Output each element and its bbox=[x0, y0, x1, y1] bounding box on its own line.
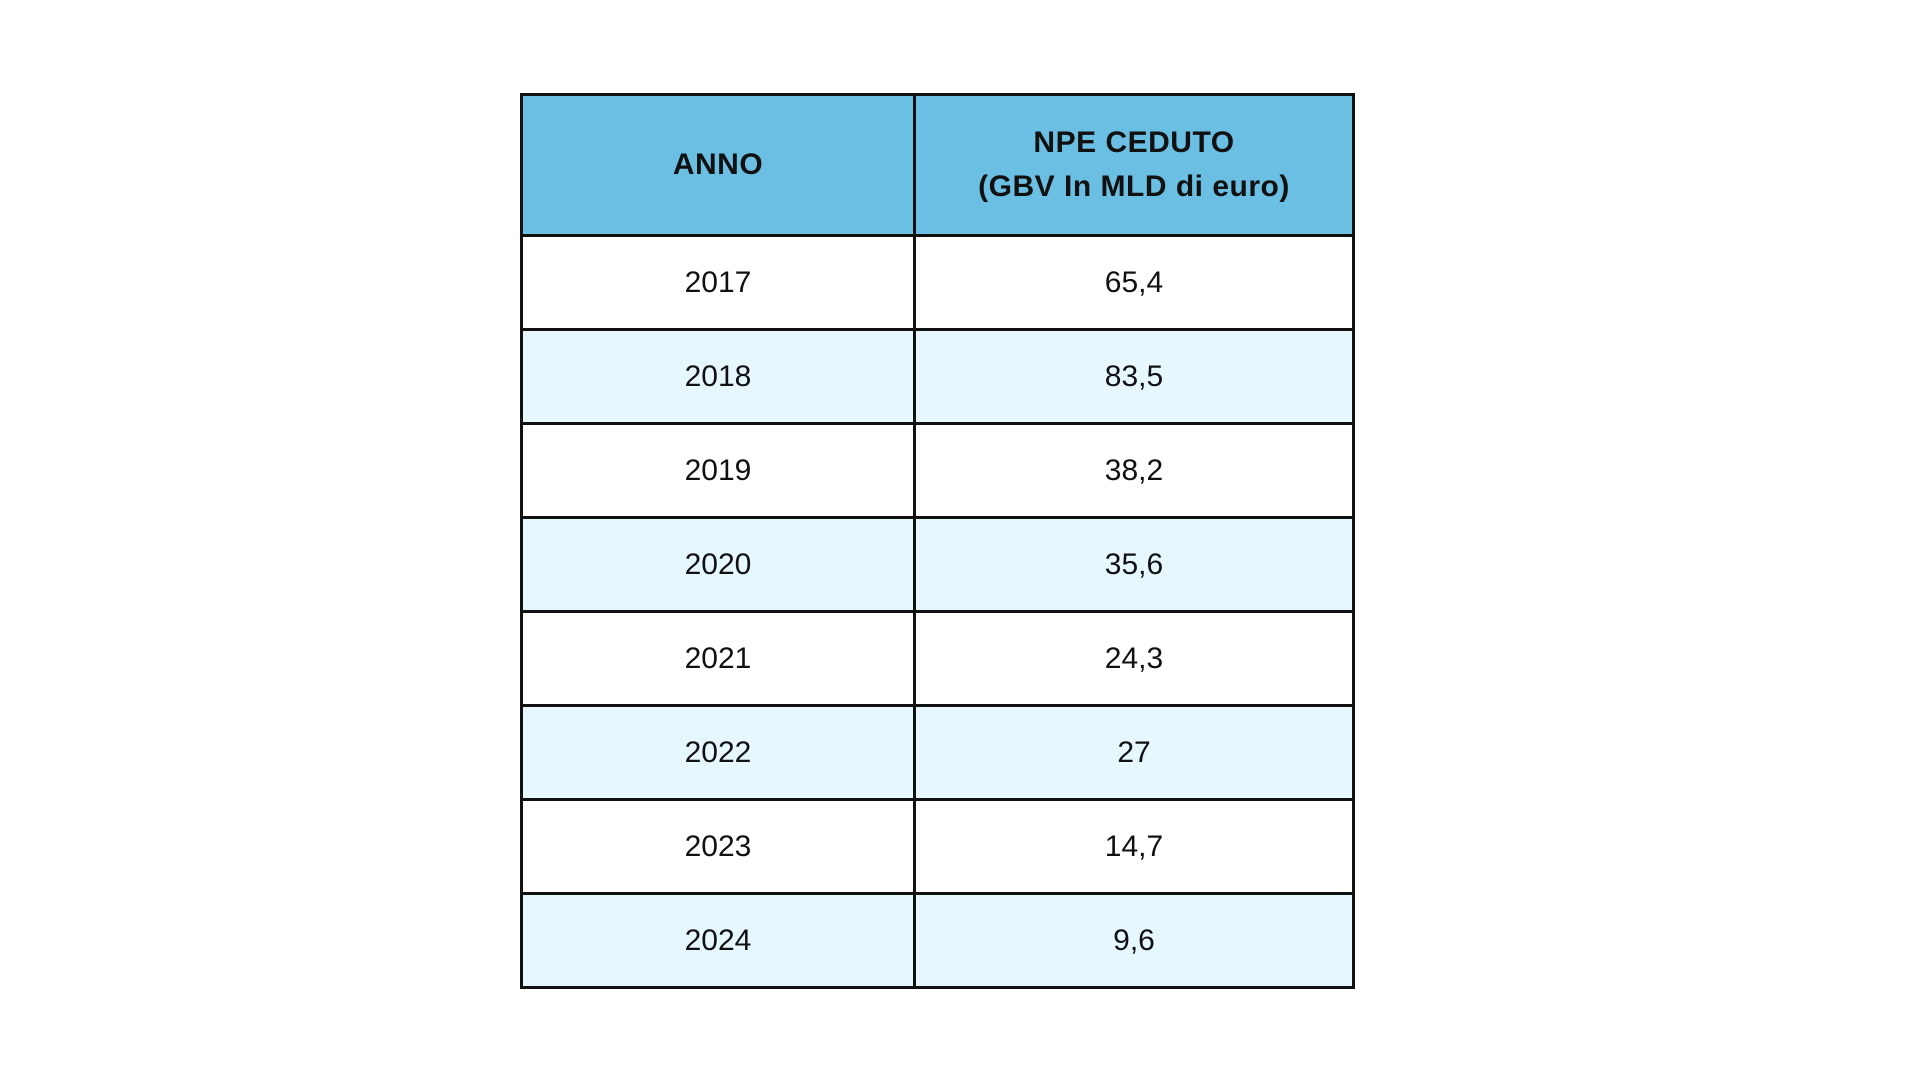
value-cell: 24,3 bbox=[913, 610, 1355, 707]
value-cell: 38,2 bbox=[913, 422, 1355, 519]
year-cell: 2020 bbox=[520, 516, 916, 613]
year-cell: 2021 bbox=[520, 610, 916, 707]
table-row: 2023 14,7 bbox=[520, 798, 1355, 895]
value-cell: 14,7 bbox=[913, 798, 1355, 895]
header-row: ANNO NPE CEDUTO (GBV In MLD di euro) bbox=[520, 93, 1355, 237]
value-cell: 35,6 bbox=[913, 516, 1355, 613]
table-row: 2021 24,3 bbox=[520, 610, 1355, 707]
year-cell: 2023 bbox=[520, 798, 916, 895]
table-row: 2018 83,5 bbox=[520, 328, 1355, 425]
value-cell: 27 bbox=[913, 704, 1355, 801]
header-anno: ANNO bbox=[520, 93, 916, 237]
year-cell: 2024 bbox=[520, 892, 916, 989]
value-cell: 9,6 bbox=[913, 892, 1355, 989]
npe-table: ANNO NPE CEDUTO (GBV In MLD di euro) 201… bbox=[520, 93, 1355, 989]
year-cell: 2017 bbox=[520, 234, 916, 331]
year-cell: 2022 bbox=[520, 704, 916, 801]
header-anno-label: ANNO bbox=[672, 148, 764, 181]
header-npe-line2: (GBV In MLD di euro) bbox=[978, 170, 1290, 203]
table-body: 2017 65,4 2018 83,5 2019 38,2 2020 35,6 2021 24,3… bbox=[520, 234, 1355, 989]
table-header: ANNO NPE CEDUTO (GBV In MLD di euro) bbox=[520, 93, 1355, 237]
header-npe-ceduto: NPE CEDUTO (GBV In MLD di euro) bbox=[913, 93, 1355, 237]
year-cell: 2018 bbox=[520, 328, 916, 425]
value-cell: 83,5 bbox=[913, 328, 1355, 425]
table-row: 2020 35,6 bbox=[520, 516, 1355, 613]
table-row: 2017 65,4 bbox=[520, 234, 1355, 331]
table-row: 2022 27 bbox=[520, 704, 1355, 801]
year-cell: 2019 bbox=[520, 422, 916, 519]
table-row: 2024 9,6 bbox=[520, 892, 1355, 989]
value-cell: 65,4 bbox=[913, 234, 1355, 331]
header-npe-line1: NPE CEDUTO bbox=[1033, 126, 1235, 159]
table-row: 2019 38,2 bbox=[520, 422, 1355, 519]
